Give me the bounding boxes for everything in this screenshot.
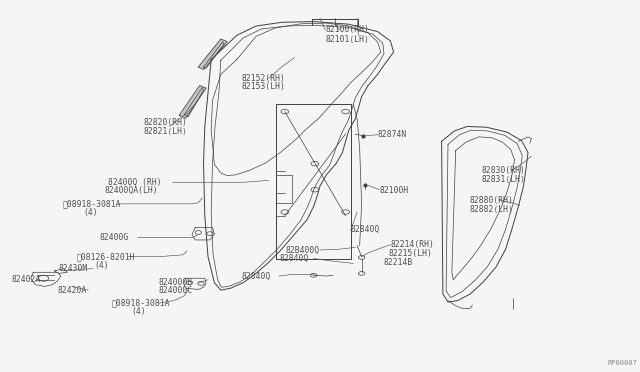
Text: 82100H: 82100H	[380, 186, 409, 195]
Text: 82430M: 82430M	[59, 264, 88, 273]
Text: ⓝ08918-3081A: ⓝ08918-3081A	[63, 199, 121, 208]
Text: 82874N: 82874N	[378, 130, 407, 139]
Text: 82402A: 82402A	[12, 275, 41, 284]
Text: 82214B: 82214B	[384, 258, 413, 267]
Text: 82400G: 82400G	[99, 233, 129, 242]
Text: 82830(RH): 82830(RH)	[481, 166, 525, 175]
Text: 82840Q: 82840Q	[351, 225, 380, 234]
Text: 82214(RH): 82214(RH)	[390, 240, 435, 249]
Text: 82400Q (RH): 82400Q (RH)	[108, 178, 161, 187]
Text: (4): (4)	[83, 208, 98, 217]
Text: 82831⟨LH⟩: 82831⟨LH⟩	[481, 175, 525, 184]
Text: 82420A: 82420A	[58, 286, 87, 295]
Text: 82100(RH): 82100(RH)	[325, 25, 369, 34]
Text: 82821⟨LH⟩: 82821⟨LH⟩	[144, 126, 188, 135]
Text: 82215(LH): 82215(LH)	[388, 249, 433, 258]
Text: 82400QA(LH): 82400QA(LH)	[104, 186, 158, 195]
Text: RP00007: RP00007	[607, 360, 637, 366]
Polygon shape	[198, 39, 227, 70]
Text: 824000C: 824000C	[159, 286, 193, 295]
Text: 82153(LH): 82153(LH)	[242, 82, 286, 91]
Text: 82B400Q: 82B400Q	[285, 246, 319, 254]
Text: 82880(RH): 82880(RH)	[469, 196, 513, 205]
Text: 82152(RH): 82152(RH)	[242, 74, 286, 83]
Text: 82840Q: 82840Q	[279, 254, 308, 263]
Text: ⓝ08918-3081A: ⓝ08918-3081A	[112, 299, 170, 308]
Text: 82840Q: 82840Q	[242, 272, 271, 280]
Text: 824000B: 824000B	[159, 278, 193, 287]
Text: 82820(RH): 82820(RH)	[144, 118, 188, 126]
Text: Ⓐ08126-8201H: Ⓐ08126-8201H	[77, 252, 135, 261]
Text: (4): (4)	[95, 261, 109, 270]
Text: 82882⟨LH⟩: 82882⟨LH⟩	[469, 205, 513, 214]
Polygon shape	[179, 86, 206, 118]
Text: (4): (4)	[131, 307, 146, 316]
Text: 82101⟨LH⟩: 82101⟨LH⟩	[325, 35, 369, 44]
